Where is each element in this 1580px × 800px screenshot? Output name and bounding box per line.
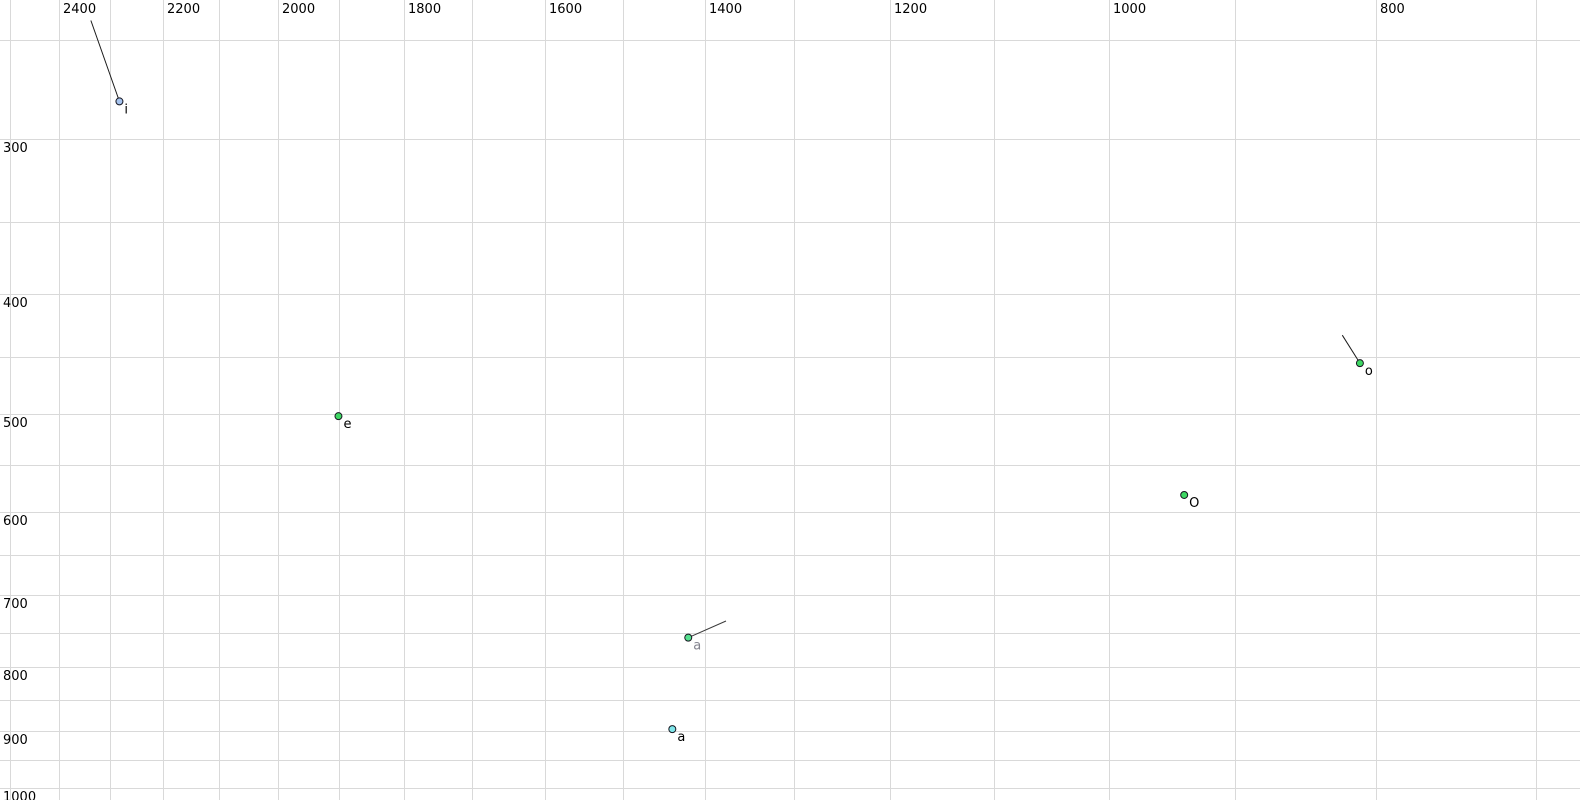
data-point-O-4-marker <box>1180 490 1189 499</box>
data-point-e-1-label: e <box>343 417 351 432</box>
data-point-a-2-tail <box>688 620 727 639</box>
data-point-i-0-marker <box>115 97 124 106</box>
y-axis-tick-label-800: 800 <box>3 669 28 684</box>
x-axis-tick-label-1800: 1800 <box>408 2 441 17</box>
x-axis-tick-label-2200: 2200 <box>167 2 200 17</box>
x-axis-tick-label-1400: 1400 <box>709 2 742 17</box>
x-axis-tick-label-2000: 2000 <box>282 2 315 17</box>
x-axis-tick-label-2400: 2400 <box>63 2 96 17</box>
x-axis-tick-label-1600: 1600 <box>549 2 582 17</box>
data-point-o-5-tail <box>1341 334 1361 364</box>
y-axis-tick-label-500: 500 <box>3 416 28 431</box>
data-point-a-3-marker <box>668 725 677 734</box>
data-point-i-0-label: i <box>124 102 128 117</box>
x-axis-tick-label-800: 800 <box>1380 2 1405 17</box>
y-axis-tick-label-700: 700 <box>3 597 28 612</box>
data-point-e-1-marker <box>334 412 343 421</box>
y-axis-tick-label-300: 300 <box>3 141 28 156</box>
y-axis-tick-label-600: 600 <box>3 514 28 529</box>
x-axis-tick-label-1200: 1200 <box>894 2 927 17</box>
data-point-a-3-label: a <box>677 730 685 745</box>
data-point-i-0-tail <box>90 20 120 102</box>
data-point-O-4-label: O <box>1189 496 1199 511</box>
y-axis-tick-label-400: 400 <box>3 296 28 311</box>
data-point-o-5-marker <box>1355 359 1364 368</box>
data-point-a-2-label: a <box>693 639 701 654</box>
data-point-a-2-marker <box>684 633 693 642</box>
y-axis-tick-label-900: 900 <box>3 733 28 748</box>
y-axis-tick-label-1000: 1000 <box>3 790 36 800</box>
data-point-o-5-label: o <box>1365 364 1373 379</box>
x-axis-tick-label-1000: 1000 <box>1113 2 1146 17</box>
